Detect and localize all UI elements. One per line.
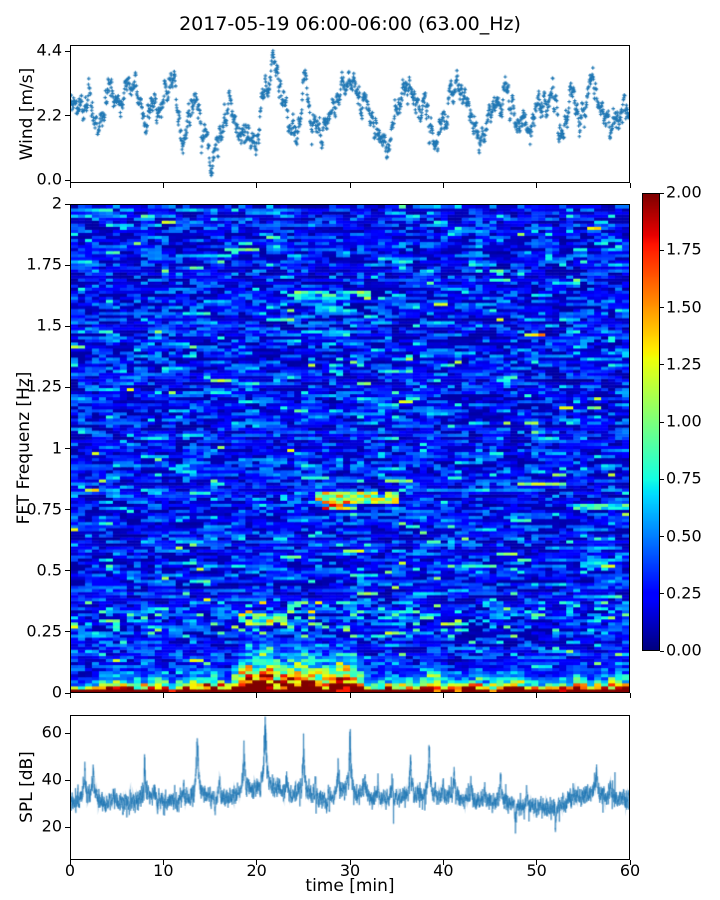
- colorbar-tick-mark: [660, 536, 664, 537]
- spl-ylabel: SPL [dB]: [17, 751, 37, 823]
- x-tick-mark: [162, 693, 164, 698]
- spectrogram-ytick-label: 1.5: [36, 315, 62, 335]
- x-tick-mark: [629, 860, 631, 865]
- spl-ytick-mark: [65, 732, 70, 734]
- spectrogram-ytick-label: 0.75: [26, 499, 62, 519]
- x-tick-label: 50: [526, 861, 547, 880]
- colorbar-tick-label: 1.50: [666, 297, 702, 317]
- x-tick-mark: [256, 693, 258, 698]
- spl-ytick-mark: [65, 779, 70, 781]
- wind-ytick-label: 4.4: [36, 40, 62, 60]
- spectrogram-ytick-mark: [65, 509, 70, 511]
- spl-ytick-label: 20: [41, 816, 62, 836]
- spectrogram-ytick-mark: [65, 264, 70, 266]
- colorbar-tick-mark: [660, 307, 664, 308]
- x-tick-label: 10: [153, 861, 174, 880]
- wind-ytick-mark: [65, 115, 70, 117]
- x-tick-mark: [629, 183, 631, 188]
- colorbar-tick-mark: [660, 249, 664, 251]
- x-tick-mark: [629, 693, 631, 698]
- colorbar-tick-label: 0.75: [666, 468, 702, 488]
- colorbar-canvas: [643, 194, 659, 650]
- x-tick-mark: [256, 183, 258, 188]
- spectrogram-ytick-label: 2: [51, 193, 62, 213]
- x-tick-mark: [162, 183, 164, 188]
- spectrogram-ytick-label: 1.75: [26, 254, 62, 274]
- colorbar-tick-label: 1.00: [666, 411, 702, 431]
- x-tick-label: 30: [339, 861, 361, 880]
- spl-ytick-mark: [65, 826, 70, 828]
- colorbar-tick-mark: [660, 478, 664, 480]
- spectrogram-ytick-mark: [65, 631, 70, 633]
- spl-axes: [70, 715, 630, 860]
- wind-ytick-mark: [65, 179, 70, 181]
- x-tick-label: 20: [246, 861, 267, 880]
- x-tick-mark: [349, 860, 351, 865]
- colorbar-tick-mark: [660, 593, 664, 595]
- x-tick-label: 60: [619, 861, 641, 880]
- spectrogram-ytick-mark: [65, 692, 70, 694]
- spectrogram-ytick-label: 0.5: [36, 560, 62, 580]
- colorbar-tick-label: 1.25: [666, 354, 702, 374]
- x-tick-mark: [256, 860, 258, 865]
- wind-ytick-label: 2.2: [36, 105, 62, 125]
- wind-axes: [70, 45, 630, 183]
- x-tick-label: 40: [433, 861, 454, 880]
- x-tick-mark: [349, 183, 351, 188]
- x-tick-mark: [442, 693, 444, 698]
- spl-ytick-label: 60: [41, 722, 62, 742]
- spectrogram-canvas: [71, 205, 629, 692]
- colorbar-tick-mark: [660, 192, 664, 194]
- spectrogram-axes: [70, 204, 630, 693]
- spectrogram-ytick-mark: [65, 203, 70, 205]
- x-tick-mark: [349, 693, 351, 698]
- x-tick-mark: [69, 693, 71, 698]
- x-tick-mark: [442, 860, 444, 865]
- spl-line-canvas: [71, 716, 629, 859]
- spectrogram-ytick-label: 0.25: [26, 621, 62, 641]
- x-tick-mark: [536, 693, 538, 698]
- spectrogram-ytick-mark: [65, 448, 70, 449]
- x-tick-mark: [536, 860, 538, 865]
- figure-title: 2017-05-19 06:00-06:00 (63.00_Hz): [179, 13, 521, 35]
- wind-ylabel: Wind [m/s]: [17, 67, 37, 161]
- wind-ytick-label: 0.0: [36, 170, 62, 190]
- colorbar-tick-label: 1.75: [666, 239, 702, 259]
- spectrogram-ytick-mark: [65, 325, 70, 327]
- x-tick-mark: [536, 183, 538, 188]
- wind-scatter-canvas: [71, 46, 629, 182]
- x-tick-mark: [69, 860, 71, 865]
- colorbar-tick-label: 2.00: [666, 182, 702, 202]
- colorbar-tick-label: 0.25: [666, 583, 702, 603]
- spectrogram-ytick-mark: [65, 386, 70, 388]
- spl-ytick-label: 40: [41, 769, 62, 789]
- spectrogram-ytick-mark: [65, 570, 70, 572]
- x-tick-mark: [69, 183, 71, 188]
- x-tick-label: 0: [64, 861, 76, 880]
- wind-ytick-mark: [65, 50, 70, 52]
- colorbar-tick-label: 0.50: [666, 526, 702, 546]
- spectrogram-ytick-label: 1: [51, 438, 62, 458]
- colorbar-tick-mark: [660, 364, 664, 366]
- colorbar-tick-mark: [660, 650, 664, 652]
- x-tick-mark: [442, 183, 444, 188]
- colorbar-tick-mark: [660, 421, 664, 423]
- spectrogram-ytick-label: 0: [51, 682, 62, 702]
- colorbar-axes: [642, 193, 660, 651]
- spectrogram-ytick-label: 1.25: [26, 377, 62, 397]
- time-xlabel: time [min]: [305, 876, 395, 896]
- colorbar-tick-label: 0.00: [666, 640, 702, 660]
- x-tick-mark: [162, 860, 164, 865]
